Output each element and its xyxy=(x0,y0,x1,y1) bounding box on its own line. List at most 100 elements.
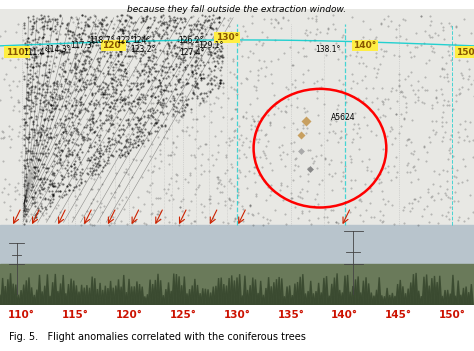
Point xyxy=(105,42,112,47)
Point xyxy=(24,163,31,169)
Point xyxy=(70,161,78,167)
Point xyxy=(149,56,156,61)
Point xyxy=(159,102,166,108)
Point xyxy=(65,46,73,51)
Point xyxy=(52,205,60,211)
Point xyxy=(66,131,73,137)
Point xyxy=(136,120,144,126)
Point xyxy=(42,59,50,65)
Point xyxy=(60,61,67,66)
Point xyxy=(180,59,187,65)
Point xyxy=(64,145,72,151)
Point xyxy=(213,58,220,64)
Point xyxy=(429,128,437,133)
Point xyxy=(433,130,440,135)
Point xyxy=(109,121,116,126)
Point xyxy=(183,103,191,108)
Point xyxy=(383,48,390,53)
Point xyxy=(88,222,96,227)
Point xyxy=(81,93,89,98)
Point xyxy=(192,47,200,53)
Point xyxy=(132,27,139,32)
Point xyxy=(251,165,259,170)
Point xyxy=(67,163,74,169)
Point xyxy=(51,183,58,189)
Point xyxy=(65,123,73,128)
Point xyxy=(122,18,129,24)
Point xyxy=(279,198,286,203)
Point xyxy=(140,201,147,206)
Point xyxy=(252,191,260,197)
Point xyxy=(313,26,321,32)
Point xyxy=(100,120,108,126)
Point xyxy=(72,127,80,132)
Point xyxy=(455,134,463,139)
Polygon shape xyxy=(462,288,465,305)
Point xyxy=(87,101,94,107)
Point xyxy=(71,62,79,68)
Point xyxy=(39,181,46,187)
Point xyxy=(341,92,348,98)
Point xyxy=(395,82,403,87)
Point xyxy=(98,90,106,95)
Polygon shape xyxy=(232,280,236,305)
Point xyxy=(34,78,42,84)
Point xyxy=(38,141,46,147)
Point xyxy=(137,91,145,97)
Point xyxy=(24,136,32,141)
Point xyxy=(145,107,152,113)
Point xyxy=(38,211,46,216)
Point xyxy=(132,121,139,126)
Point xyxy=(46,45,54,51)
Point xyxy=(427,22,434,28)
Point xyxy=(155,41,163,46)
Point xyxy=(134,101,142,107)
Point xyxy=(31,165,38,170)
Point xyxy=(94,165,101,170)
Point xyxy=(180,82,187,88)
Point xyxy=(23,90,31,95)
Point xyxy=(263,131,270,137)
Point xyxy=(131,219,138,224)
Point xyxy=(154,32,161,38)
Point xyxy=(163,190,170,196)
Point xyxy=(227,116,235,121)
Point xyxy=(213,48,221,54)
Point xyxy=(31,95,39,101)
Point xyxy=(211,82,219,88)
Point xyxy=(46,101,54,107)
Point xyxy=(56,95,64,101)
Point xyxy=(52,92,60,97)
Point xyxy=(115,201,122,207)
Point xyxy=(79,166,86,172)
Point xyxy=(323,138,330,143)
Point xyxy=(355,197,362,203)
Polygon shape xyxy=(238,274,242,305)
Point xyxy=(129,46,137,51)
Point xyxy=(470,77,474,83)
Point xyxy=(26,148,34,154)
Point xyxy=(426,32,433,38)
Point xyxy=(106,54,114,60)
Point xyxy=(334,139,342,144)
Point xyxy=(290,139,298,145)
Point xyxy=(133,133,141,139)
Point xyxy=(154,211,161,217)
Point xyxy=(122,137,130,143)
Point xyxy=(98,86,105,92)
Point xyxy=(151,94,159,100)
Point xyxy=(211,41,219,46)
Point xyxy=(131,32,138,37)
Point xyxy=(20,207,27,213)
Point xyxy=(78,212,86,218)
Point xyxy=(443,71,450,77)
Point xyxy=(27,114,35,120)
Polygon shape xyxy=(59,284,63,305)
Point xyxy=(126,47,134,53)
Point xyxy=(8,48,16,54)
Point xyxy=(129,140,137,146)
Point xyxy=(33,91,41,96)
Point xyxy=(234,199,242,204)
Point xyxy=(189,117,197,122)
Point xyxy=(52,86,60,92)
